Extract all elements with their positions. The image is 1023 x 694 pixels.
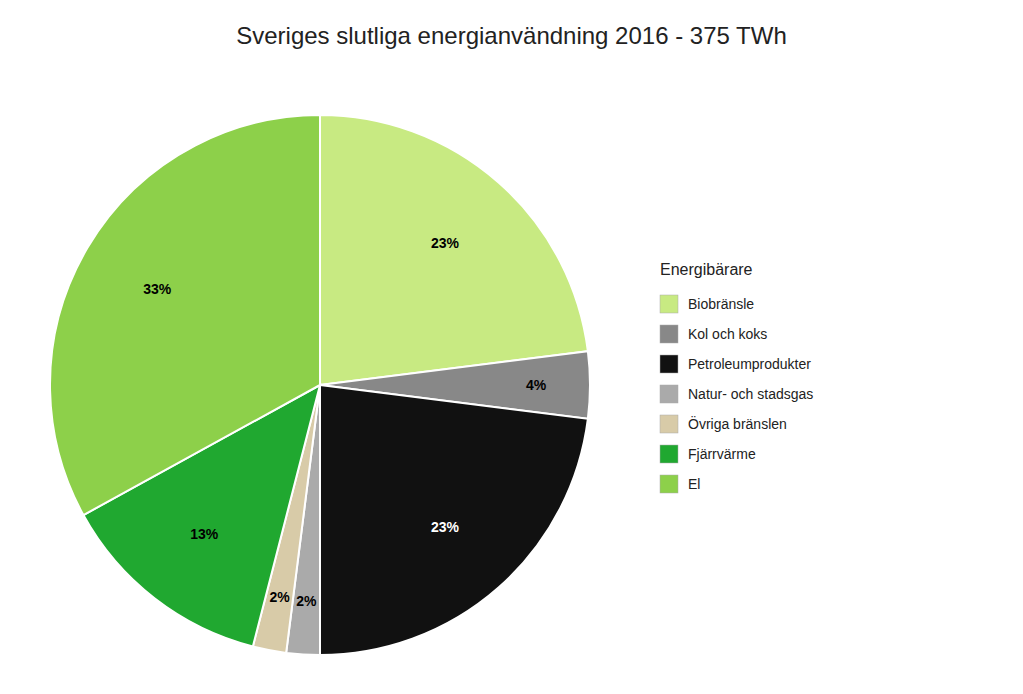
legend-label: El [688,476,700,492]
pie-slice [320,385,588,655]
legend-swatch [660,355,678,373]
legend-swatch [660,475,678,493]
legend-label: Petroleumprodukter [688,356,811,372]
legend-label: Natur- och stadsgas [688,386,813,402]
pie-slice [320,115,588,385]
chart-svg: Sveriges slutliga energianvändning 2016 … [0,0,1023,694]
legend-swatch [660,445,678,463]
chart-title: Sveriges slutliga energianvändning 2016 … [236,22,787,49]
data-label: 33% [143,281,172,297]
data-label: 23% [431,519,460,535]
legend-label: Kol och koks [688,326,767,342]
chart-container: Sveriges slutliga energianvändning 2016 … [0,0,1023,694]
data-label: 4% [526,377,547,393]
legend-label: Övriga bränslen [688,415,787,432]
legend-title: Energibärare [660,261,753,278]
legend: Energibärare Biobränsle Kol och koks Petrol… [660,261,813,493]
data-labels: 23% 4% 23% 2% 2% 13% 33% [143,235,546,608]
legend-label: Biobränsle [688,296,754,312]
legend-swatch [660,415,678,433]
legend-swatch [660,385,678,403]
data-label: 2% [296,593,317,609]
pie [50,115,590,655]
data-label: 13% [190,526,219,542]
legend-swatch [660,295,678,313]
data-label: 23% [431,235,460,251]
data-label: 2% [269,589,290,605]
legend-label: Fjärrvärme [688,446,756,462]
pie-slice [50,115,320,515]
legend-swatch [660,325,678,343]
